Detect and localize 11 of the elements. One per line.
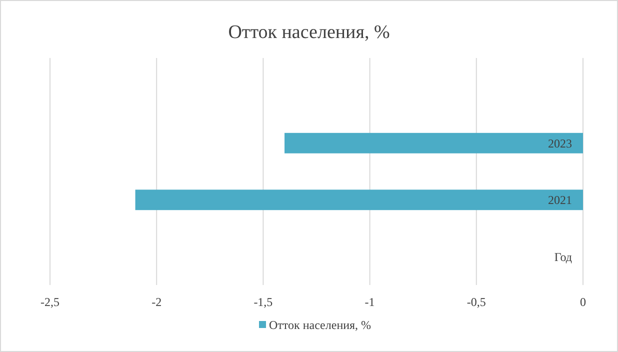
- legend-label: Отток населения, %: [269, 318, 372, 332]
- x-tick-label: -2,5: [40, 295, 60, 310]
- x-tick-label: -1,5: [254, 295, 273, 310]
- y-tick-label: Год: [554, 250, 572, 264]
- x-tick-label: -1: [364, 295, 375, 310]
- x-tick-label: -2: [152, 295, 162, 310]
- y-tick-label: 2021: [548, 193, 572, 208]
- y-tick-label: 2023: [548, 136, 572, 150]
- x-tick-label: 0: [580, 295, 586, 310]
- x-tick-label: -0,5: [466, 295, 486, 310]
- chart-title: Отток населения, %: [228, 22, 390, 43]
